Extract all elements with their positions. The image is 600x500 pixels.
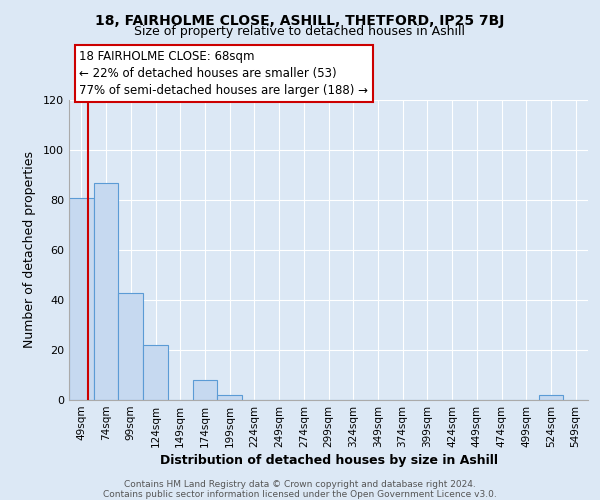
X-axis label: Distribution of detached houses by size in Ashill: Distribution of detached houses by size … bbox=[160, 454, 497, 467]
Text: Contains HM Land Registry data © Crown copyright and database right 2024.: Contains HM Land Registry data © Crown c… bbox=[124, 480, 476, 489]
Y-axis label: Number of detached properties: Number of detached properties bbox=[23, 152, 36, 348]
Bar bbox=[539, 395, 563, 400]
Bar bbox=[193, 380, 217, 400]
Bar bbox=[143, 345, 168, 400]
Text: Size of property relative to detached houses in Ashill: Size of property relative to detached ho… bbox=[134, 25, 466, 38]
Bar bbox=[217, 395, 242, 400]
Bar bbox=[69, 198, 94, 400]
Bar bbox=[118, 292, 143, 400]
Bar bbox=[94, 182, 118, 400]
Text: 18, FAIRHOLME CLOSE, ASHILL, THETFORD, IP25 7BJ: 18, FAIRHOLME CLOSE, ASHILL, THETFORD, I… bbox=[95, 14, 505, 28]
Text: 18 FAIRHOLME CLOSE: 68sqm
← 22% of detached houses are smaller (53)
77% of semi-: 18 FAIRHOLME CLOSE: 68sqm ← 22% of detac… bbox=[79, 50, 368, 97]
Text: Contains public sector information licensed under the Open Government Licence v3: Contains public sector information licen… bbox=[103, 490, 497, 499]
